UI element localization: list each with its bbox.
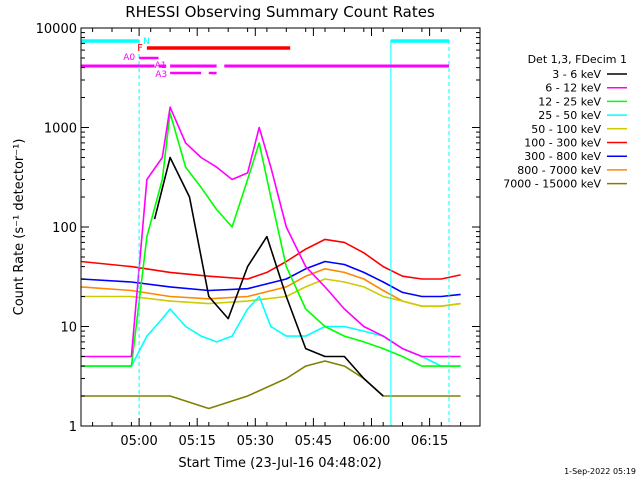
legend-label: 3 - 6 keV bbox=[552, 68, 601, 81]
series-line-6 bbox=[80, 260, 461, 298]
x-tick-label: 06:00 bbox=[353, 434, 390, 449]
y-tick-label: 1000 bbox=[44, 122, 77, 137]
legend-label: 25 - 50 keV bbox=[538, 109, 601, 122]
footer-date: 1-Sep-2022 05:19 bbox=[564, 467, 636, 476]
legend-label: 50 - 100 keV bbox=[531, 123, 601, 136]
y-tick-label: 100 bbox=[52, 221, 77, 236]
legend-label: 300 - 800 keV bbox=[524, 150, 601, 163]
flag-label: A3 bbox=[155, 70, 167, 80]
plot-frame bbox=[80, 27, 481, 427]
series-line-5 bbox=[80, 238, 461, 280]
x-tick-label: 05:45 bbox=[295, 434, 332, 449]
legend-label: 6 - 12 keV bbox=[545, 82, 601, 95]
y-axis-label: Count Rate (s⁻¹ detector⁻¹) bbox=[12, 139, 27, 316]
y-tick-label: 10 bbox=[60, 321, 77, 336]
y-tick-label: 10000 bbox=[36, 22, 77, 37]
series-line-8 bbox=[81, 360, 461, 410]
flag-label: A1 bbox=[155, 61, 167, 71]
y-tick-label: 1 bbox=[69, 420, 77, 435]
x-tick-label: 05:15 bbox=[178, 434, 215, 449]
flag-label: F bbox=[137, 43, 143, 54]
legend-label: 12 - 25 keV bbox=[538, 95, 601, 108]
plot-lines bbox=[80, 40, 461, 426]
x-tick-label: 05:30 bbox=[237, 434, 274, 449]
x-tick-label: 05:00 bbox=[120, 434, 157, 449]
legend-label: 100 - 300 keV bbox=[524, 137, 601, 150]
series-line-4 bbox=[81, 278, 461, 308]
legend-label: 7000 - 15000 keV bbox=[503, 178, 601, 191]
x-tick-label: 06:15 bbox=[411, 434, 448, 449]
series-line-0 bbox=[153, 156, 384, 397]
legend-label: 800 - 7000 keV bbox=[517, 164, 601, 177]
chart-title: RHESSI Observing Summary Count Rates bbox=[125, 3, 435, 21]
x-axis-label: Start Time (23-Jul-16 04:48:02) bbox=[178, 456, 381, 471]
series-line-1 bbox=[81, 106, 461, 358]
legend-title: Det 1,3, FDecim 1 bbox=[528, 53, 627, 66]
y-axis: 1 10 100 1000 10000 bbox=[36, 22, 480, 435]
flag-label: N bbox=[143, 37, 150, 47]
x-axis: 05:00 05:15 05:30 05:45 06:00 06:15 bbox=[92, 28, 462, 449]
series-line-2 bbox=[81, 112, 461, 367]
flag-label: A0 bbox=[123, 53, 135, 63]
